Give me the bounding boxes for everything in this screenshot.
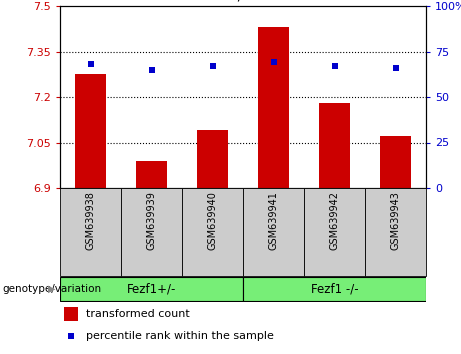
Bar [136,161,167,188]
Title: GDS4446 / 10582241: GDS4446 / 10582241 [168,0,318,2]
Bar [64,308,78,321]
Text: percentile rank within the sample: percentile rank within the sample [86,331,273,341]
Text: GSM639943: GSM639943 [390,191,401,250]
Bar [121,188,182,276]
Bar [243,188,304,276]
Bar [304,188,365,276]
Bar [60,277,243,301]
Bar [243,277,426,301]
Bar [365,188,426,276]
Text: GSM639939: GSM639939 [147,191,156,250]
Bar [182,188,243,276]
Text: GSM639938: GSM639938 [85,191,95,250]
Bar [258,27,289,188]
Bar [75,74,106,188]
Text: GSM639941: GSM639941 [268,191,278,250]
Text: GSM639942: GSM639942 [330,191,339,250]
Bar [319,103,350,188]
Bar [380,136,411,188]
Bar [60,188,121,276]
Text: GSM639940: GSM639940 [207,191,218,250]
Text: transformed count: transformed count [86,309,189,319]
Text: ▶: ▶ [48,284,55,294]
Bar [197,130,228,188]
Text: Fezf1+/-: Fezf1+/- [127,282,176,296]
Text: Fezf1 -/-: Fezf1 -/- [311,282,358,296]
Text: genotype/variation: genotype/variation [2,284,101,294]
